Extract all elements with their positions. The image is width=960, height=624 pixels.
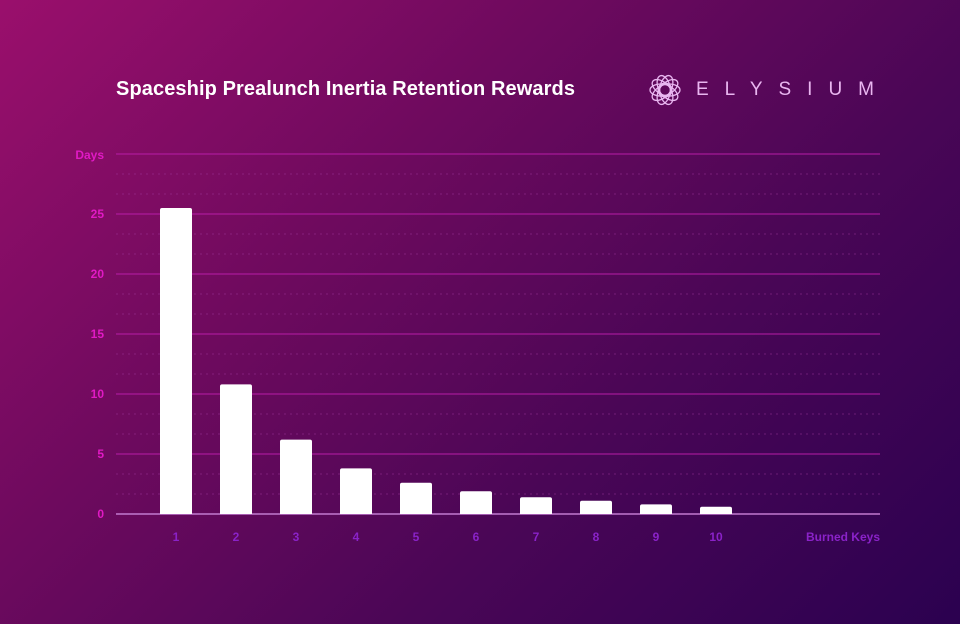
x-axis-label: Burned Keys: [806, 530, 880, 544]
bar-10: [700, 506, 732, 514]
y-tick-label: 0: [97, 507, 104, 521]
bar-4: [340, 468, 372, 514]
x-tick-label: 4: [353, 530, 360, 544]
brand-logo: ELYSIUM: [648, 72, 890, 108]
bar-9: [640, 504, 672, 514]
y-tick-label: 10: [91, 387, 105, 401]
x-tick-label: 1: [173, 530, 180, 544]
x-tick-label: 2: [233, 530, 240, 544]
bar-2: [220, 384, 252, 514]
bar-1: [160, 208, 192, 514]
x-tick-label: 7: [533, 530, 540, 544]
brand-name: ELYSIUM: [696, 79, 891, 100]
y-tick-label: 5: [97, 447, 104, 461]
chart-title: Spaceship Prealunch Inertia Retention Re…: [116, 78, 576, 100]
x-tick-label: 10: [709, 530, 723, 544]
bar-8: [580, 500, 612, 514]
x-tick-label: 9: [653, 530, 660, 544]
bar-7: [520, 497, 552, 514]
y-axis-label: Days: [75, 148, 104, 162]
bars: [160, 208, 732, 514]
spiral-logo-icon: [649, 74, 681, 106]
bar-5: [400, 482, 432, 514]
tick-labels: 1 2 3 4 5 6 7 8 9 10 0 5 10 15 20 25: [91, 207, 723, 544]
bar-6: [460, 491, 492, 514]
y-tick-label: 15: [91, 327, 105, 341]
bar-3: [280, 439, 312, 514]
y-tick-label: 20: [91, 267, 105, 281]
x-tick-label: 6: [473, 530, 480, 544]
x-tick-label: 3: [293, 530, 300, 544]
x-tick-label: 8: [593, 530, 600, 544]
x-tick-label: 5: [413, 530, 420, 544]
y-tick-label: 25: [91, 207, 105, 221]
